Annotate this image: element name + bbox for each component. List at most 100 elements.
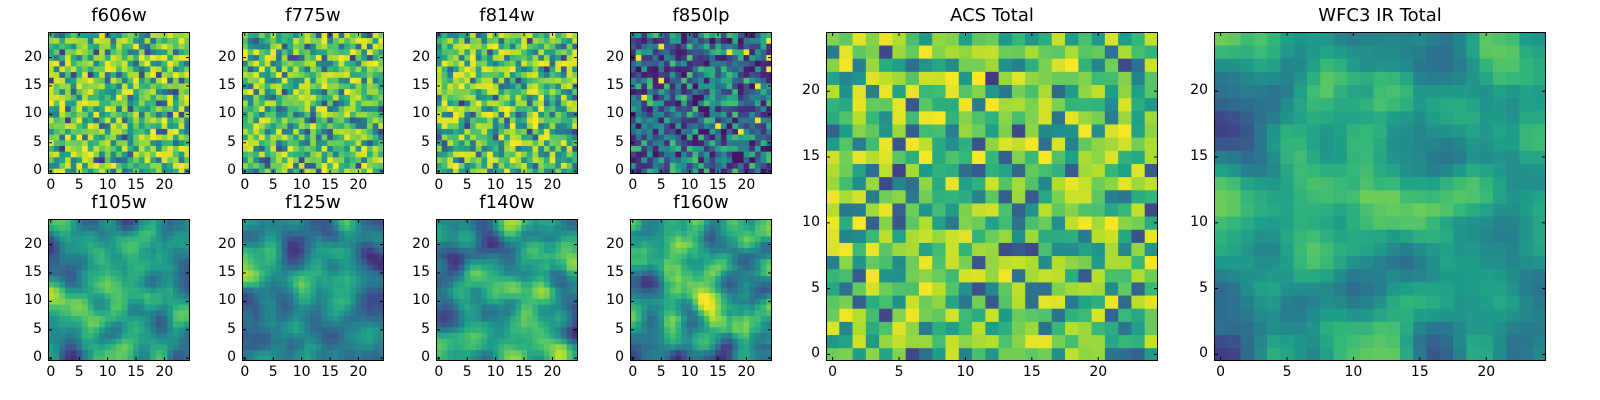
heatmap-cell bbox=[361, 94, 368, 101]
heatmap-cell bbox=[441, 281, 448, 288]
heatmap-cell bbox=[59, 224, 66, 231]
heatmap-cell bbox=[366, 83, 373, 90]
heatmap-cell bbox=[293, 88, 300, 95]
heatmap-cell bbox=[121, 253, 128, 260]
heatmap-cell bbox=[138, 292, 145, 299]
heatmap-cell bbox=[447, 43, 454, 50]
heatmap-cell bbox=[133, 77, 140, 84]
heatmap-cell bbox=[338, 88, 345, 95]
heatmap-cell bbox=[475, 54, 482, 61]
heatmap-cell bbox=[487, 32, 494, 39]
heatmap-cell bbox=[53, 224, 60, 231]
heatmap-cell bbox=[692, 349, 699, 356]
heatmap-cell bbox=[675, 326, 682, 333]
heatmap-cell bbox=[521, 338, 528, 345]
heatmap-cell bbox=[293, 162, 300, 169]
heatmap-cell bbox=[344, 321, 351, 328]
heatmap-cell bbox=[242, 145, 249, 152]
heatmap-cell bbox=[270, 309, 277, 316]
heatmap-cell bbox=[161, 88, 168, 95]
heatmap-cell bbox=[167, 270, 174, 277]
heatmap-cell bbox=[276, 270, 283, 277]
heatmap-cell bbox=[172, 88, 179, 95]
heatmap-cell bbox=[635, 287, 642, 294]
heatmap-cell bbox=[470, 94, 477, 101]
heatmap-cell bbox=[87, 230, 94, 237]
heatmap-cell bbox=[504, 117, 511, 124]
heatmap-cell bbox=[453, 77, 460, 84]
heatmap-cell bbox=[264, 270, 271, 277]
heatmap-cell bbox=[470, 145, 477, 152]
heatmap-cell bbox=[464, 71, 471, 78]
heatmap-cell bbox=[521, 49, 528, 56]
heatmap-cell bbox=[184, 134, 190, 141]
heatmap-cell bbox=[760, 117, 767, 124]
heatmap-cell bbox=[560, 304, 567, 311]
heatmap-cell bbox=[155, 100, 162, 107]
heatmap-cell bbox=[647, 338, 654, 345]
heatmap-cell bbox=[509, 77, 516, 84]
heatmap-cell bbox=[641, 321, 648, 328]
heatmap-cell bbox=[259, 145, 266, 152]
heatmap-cell bbox=[436, 94, 443, 101]
heatmap-cell bbox=[703, 304, 710, 311]
heatmap-cell bbox=[321, 304, 328, 311]
heatmap-cell bbox=[65, 343, 72, 350]
heatmap-cell bbox=[172, 117, 179, 124]
heatmap-cell bbox=[247, 105, 254, 112]
heatmap-cell bbox=[766, 49, 772, 56]
heatmap-cell bbox=[82, 298, 89, 305]
heatmap-cell bbox=[293, 326, 300, 333]
heatmap-cell bbox=[133, 128, 140, 135]
y-tick-label: 20 bbox=[24, 48, 42, 65]
heatmap-cell bbox=[555, 270, 562, 277]
heatmap-cell bbox=[144, 355, 151, 361]
heatmap-cell bbox=[521, 236, 528, 243]
x-tick-label: 5 bbox=[462, 177, 472, 193]
heatmap-cell bbox=[538, 54, 545, 61]
heatmap-cell bbox=[59, 83, 66, 90]
heatmap-cell bbox=[641, 168, 648, 174]
heatmap-cell bbox=[332, 247, 339, 254]
heatmap-cell bbox=[247, 145, 254, 152]
heatmap-cell bbox=[167, 224, 174, 231]
heatmap-cell bbox=[242, 309, 249, 316]
heatmap-cell bbox=[481, 309, 488, 316]
heatmap-cell bbox=[543, 247, 550, 254]
heatmap-cell bbox=[155, 309, 162, 316]
heatmap-cell bbox=[161, 83, 168, 90]
heatmap-cell bbox=[247, 60, 254, 67]
heatmap-cell bbox=[720, 49, 727, 56]
heatmap-cell bbox=[504, 88, 511, 95]
heatmap-cell bbox=[560, 88, 567, 95]
heatmap-cell bbox=[464, 111, 471, 118]
heatmap-cell bbox=[526, 230, 533, 237]
heatmap-cell bbox=[172, 100, 179, 107]
heatmap-cell bbox=[178, 315, 185, 322]
heatmap-cell bbox=[681, 315, 688, 322]
heatmap-cell bbox=[726, 105, 733, 112]
heatmap-cell bbox=[304, 270, 311, 277]
heatmap-cell bbox=[470, 88, 477, 95]
heatmap-cell bbox=[543, 355, 550, 361]
heatmap-cell bbox=[253, 117, 260, 124]
heatmap-cell bbox=[293, 37, 300, 44]
heatmap-cell bbox=[560, 224, 567, 231]
heatmap-cell bbox=[458, 343, 465, 350]
heatmap-cell bbox=[155, 292, 162, 299]
heatmap-cell bbox=[658, 43, 665, 50]
heatmap-cell bbox=[298, 71, 305, 78]
heatmap-cell bbox=[93, 304, 100, 311]
heatmap-cell bbox=[253, 139, 260, 146]
heatmap-cell bbox=[276, 230, 283, 237]
heatmap-cell bbox=[304, 66, 311, 73]
heatmap-cell bbox=[760, 309, 767, 316]
heatmap-cell bbox=[53, 241, 60, 248]
heatmap-cell bbox=[53, 247, 60, 254]
heatmap-cell bbox=[658, 343, 665, 350]
heatmap-cell bbox=[276, 134, 283, 141]
axes-frame bbox=[48, 219, 190, 361]
heatmap-cell bbox=[259, 236, 266, 243]
heatmap-cell bbox=[184, 145, 190, 152]
heatmap-cell bbox=[366, 145, 373, 152]
